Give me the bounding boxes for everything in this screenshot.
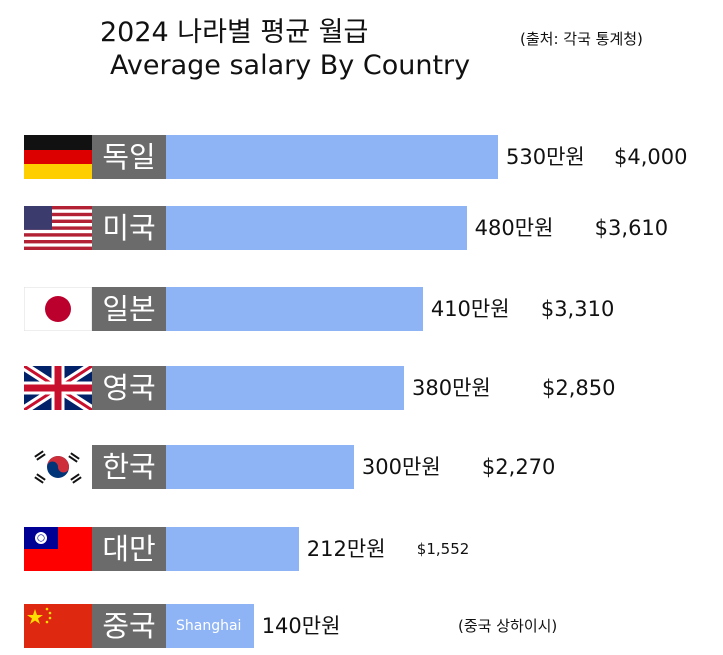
category-label: 중국 <box>92 604 166 648</box>
korea-flag-icon <box>24 445 92 489</box>
taiwan-flag-icon <box>24 527 92 571</box>
value-label-krw: 480만원 <box>474 216 554 240</box>
germany-flag-icon <box>24 135 92 179</box>
value-label-krw: 300만원 <box>361 455 441 479</box>
value-label-krw: 140만원 <box>261 614 341 638</box>
source-note: (출처: 각국 통계청) <box>520 30 643 48</box>
china-flag-icon <box>24 604 92 648</box>
value-label-krw: 410만원 <box>430 297 510 321</box>
chart-subtitle: Average salary By Country <box>110 50 471 81</box>
bar <box>166 445 354 489</box>
value-label-usd: $3,610 <box>594 216 669 240</box>
uk-flag-icon <box>24 366 92 410</box>
category-label: 일본 <box>92 287 166 331</box>
category-label: 미국 <box>92 206 166 250</box>
chart-title: 2024 나라별 평균 월급 <box>100 17 369 48</box>
bar <box>166 206 467 250</box>
category-label: 영국 <box>92 366 166 410</box>
value-label-usd: $1,552 <box>416 540 470 558</box>
bar <box>166 366 405 410</box>
bar-row: 독일 530만원 $4,000 <box>0 133 723 181</box>
value-label-usd: $2,270 <box>481 455 556 479</box>
value-label-usd: $4,000 <box>614 145 688 169</box>
bar-inner-label: Shanghai <box>176 618 242 634</box>
bar-row: 미국 480만원 $3,610 <box>0 204 723 252</box>
bar-row: 대만 212만원 $1,552 <box>0 525 723 573</box>
bar-row: 한국 300만원 $2,270 <box>0 443 723 491</box>
bar-row: 영국 380만원 $2,850 <box>0 364 723 412</box>
value-label-usd: $2,850 <box>542 376 616 400</box>
bar-row: 일본 410만원 $3,310 <box>0 285 723 333</box>
value-label-krw: 212만원 <box>306 537 386 561</box>
usa-flag-icon <box>24 206 92 250</box>
japan-flag-icon <box>24 287 92 331</box>
bar-row: 중국 Shanghai 140만원 (중국 상하이시) <box>0 602 723 650</box>
value-label-krw: 380만원 <box>412 376 491 400</box>
category-label: 대만 <box>92 527 166 571</box>
bar <box>166 135 498 179</box>
value-label-krw: 530만원 <box>506 145 585 169</box>
category-label: 한국 <box>92 445 166 489</box>
value-label-usd: $3,310 <box>540 297 615 321</box>
bar: Shanghai <box>166 604 254 648</box>
bar <box>166 527 299 571</box>
bar-note: (중국 상하이시) <box>458 617 558 635</box>
bar <box>166 287 423 331</box>
category-label: 독일 <box>92 135 166 179</box>
